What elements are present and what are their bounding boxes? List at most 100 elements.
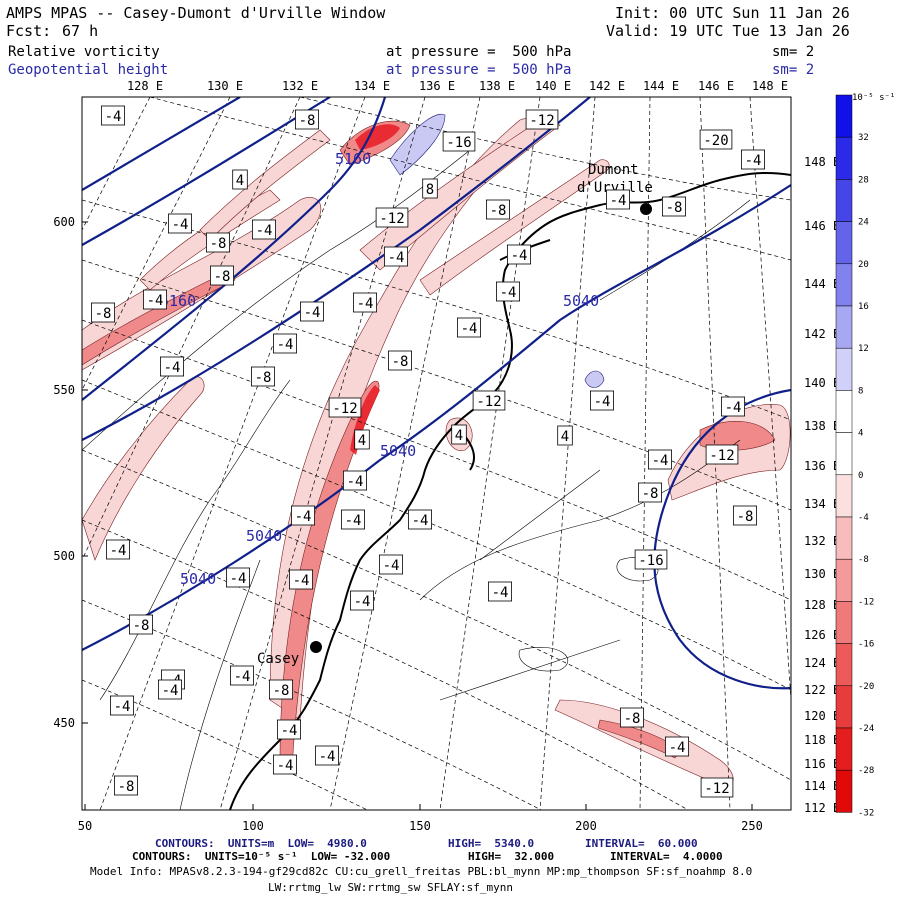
colorbar-label: 8: [858, 386, 863, 396]
colorbar-swatch: [835, 136, 853, 180]
vorticity-contour-label: -4: [251, 219, 276, 240]
vorticity-contour-label: -4: [159, 356, 184, 377]
top-longitude-label: 132 E: [282, 79, 318, 93]
vorticity-contour-label: -4: [487, 581, 512, 602]
height-contour-high: HIGH= 5340.0: [448, 837, 535, 850]
svg-text:-4: -4: [164, 360, 181, 376]
field1-level: at pressure = 500 hPa: [386, 44, 572, 60]
colorbar-swatch: [835, 94, 853, 138]
svg-text:-4: -4: [234, 669, 251, 685]
vorticity-contour-label: -4: [142, 289, 167, 310]
svg-text:-8: -8: [133, 618, 150, 634]
svg-text:-4: -4: [105, 109, 122, 125]
svg-text:-12: -12: [332, 401, 357, 417]
svg-text:-4: -4: [669, 740, 686, 756]
svg-text:-8: -8: [273, 683, 290, 699]
field2-smoothing: sm= 2: [772, 62, 815, 78]
valid-time: Valid: 19 UTC Tue 13 Jan 26: [606, 22, 850, 40]
top-longitude-label: 146 E: [698, 79, 734, 93]
vorticity-contour-label: -4: [383, 246, 408, 267]
vorticity-contour-label: -4: [229, 665, 254, 686]
colorbar-label: -12: [858, 597, 874, 607]
colorbar-label: -28: [858, 766, 874, 776]
colorbar-label: 20: [858, 260, 869, 270]
vorticity-contour-label: -8: [638, 482, 663, 503]
svg-text:-8: -8: [210, 236, 227, 252]
x-tick-label: 150: [409, 819, 431, 833]
svg-text:4: 4: [455, 428, 463, 444]
svg-text:-4: -4: [162, 683, 179, 699]
vorticity-contour-high: HIGH= 32.000: [468, 850, 555, 863]
top-longitude-label: 136 E: [419, 79, 455, 93]
plot-title: AMPS MPAS -- Casey-Dumont d'Urville Wind…: [6, 4, 386, 22]
right-longitude-label: 148 E: [804, 155, 840, 169]
right-longitude-label: 142 E: [804, 327, 840, 341]
colorbar-label: -20: [858, 682, 874, 692]
colorbar-swatch: [835, 474, 853, 518]
vorticity-contour-label: 4: [232, 169, 248, 190]
svg-text:-4: -4: [319, 749, 336, 765]
svg-text:-8: -8: [214, 269, 231, 285]
field2-name: Geopotential height: [8, 62, 169, 78]
right-longitude-label: 146 E: [804, 219, 840, 233]
vorticity-contour-label: -4: [340, 509, 365, 530]
svg-text:-20: -20: [703, 133, 728, 149]
svg-text:-8: -8: [95, 306, 112, 322]
svg-text:-4: -4: [277, 758, 294, 774]
right-longitude-label: 122 E: [804, 683, 840, 697]
svg-text:-4: -4: [281, 723, 298, 739]
right-longitude-label: 114 E: [804, 779, 840, 793]
vorticity-contour-label: -8: [128, 614, 153, 635]
svg-text:-4: -4: [110, 543, 127, 559]
vorticity-contour-label: -4: [290, 505, 315, 526]
model-info-physics: LW:rrtmg_lw SW:rrtmg_sw SFLAY:sf_mynn: [268, 881, 514, 894]
top-longitude-label: 138 E: [479, 79, 515, 93]
height-contour-info: CONTOURS: UNITS=m LOW= 4980.0: [155, 837, 367, 850]
height-label: 5040: [180, 570, 216, 588]
right-longitude-label: 134 E: [804, 497, 840, 511]
right-longitude-label: 126 E: [804, 628, 840, 642]
vorticity-contour-label: -8: [662, 196, 687, 217]
vorticity-contour-label: 4: [354, 429, 370, 450]
colorbar-label: -32: [858, 808, 874, 818]
svg-text:-4: -4: [147, 293, 164, 309]
svg-text:-4: -4: [277, 337, 294, 353]
colorbar-label: 4: [858, 429, 863, 439]
vorticity-contour-label: 4: [557, 425, 573, 446]
vorticity-contour-label: -4: [407, 509, 432, 530]
vorticity-contour-label: -12: [700, 777, 734, 798]
vorticity-contour-label: -4: [276, 719, 301, 740]
vorticity-contour-label: -8: [114, 775, 139, 796]
colorbar-label: -16: [858, 640, 874, 650]
svg-text:-8: -8: [666, 200, 683, 216]
vorticity-contour-label: -4: [378, 554, 403, 575]
colorbar-swatch: [835, 347, 853, 391]
vorticity-contour-label: -4: [721, 396, 746, 417]
svg-text:-4: -4: [492, 585, 509, 601]
svg-text:-4: -4: [725, 400, 742, 416]
svg-text:-8: -8: [642, 486, 659, 502]
vorticity-contour-label: -4: [456, 317, 481, 338]
plot-frame: [81, 96, 792, 811]
x-axis-ticks: 50 100 150 200 250: [78, 804, 763, 833]
colorbar-swatch: [835, 432, 853, 476]
vorticity-contour-label: -4: [272, 754, 297, 775]
vorticity-contour-label: -12: [472, 390, 506, 411]
height-labels: 5160 5160 5040 5040 5040 5040: [160, 150, 599, 588]
svg-text:-4: -4: [511, 248, 528, 264]
vorticity-contour-label: -8: [485, 199, 510, 220]
colorbar-swatch: [835, 516, 853, 560]
svg-text:-4: -4: [745, 153, 762, 169]
svg-text:-4: -4: [652, 453, 669, 469]
vorticity-contour-label: -4: [495, 281, 520, 302]
svg-text:-4: -4: [295, 509, 312, 525]
svg-text:-4: -4: [388, 250, 405, 266]
svg-text:-4: -4: [461, 321, 478, 337]
colorbar-swatch: [835, 390, 853, 433]
vorticity-contour-label: -8: [294, 109, 319, 130]
vorticity-contour-info: CONTOURS: UNITS=10⁻⁵ s⁻¹ LOW= -32.000: [132, 850, 391, 863]
right-longitude-labels: 148 E 146 E 144 E 142 E 140 E 138 E 136 E 134 E…: [804, 155, 840, 815]
svg-text:-12: -12: [709, 448, 734, 464]
right-longitude-label: 136 E: [804, 459, 840, 473]
right-longitude-label: 138 E: [804, 419, 840, 433]
